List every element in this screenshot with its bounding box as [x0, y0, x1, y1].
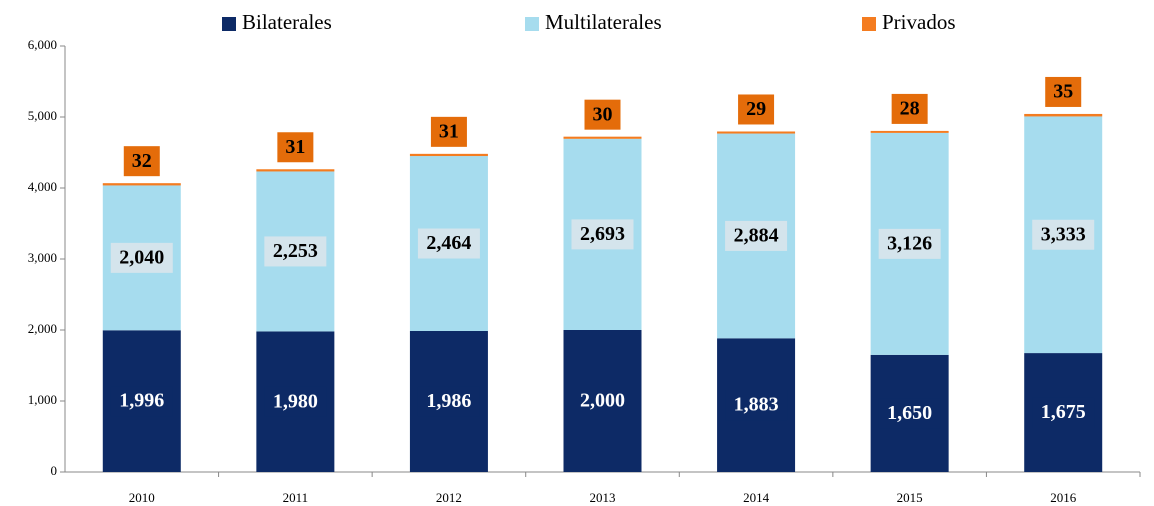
value-label: 1,675 — [1041, 401, 1086, 423]
value-label-bg — [1032, 397, 1095, 428]
value-label: 3,126 — [887, 232, 932, 254]
y-tick-label: 1,000 — [28, 392, 57, 407]
bar-segment — [102, 183, 181, 186]
value-label-bg — [1045, 76, 1082, 107]
value-label: 1,986 — [426, 390, 471, 412]
legend-swatch — [862, 17, 876, 31]
value-label-bg — [264, 236, 327, 267]
value-label: 3,333 — [1041, 223, 1086, 245]
x-tick-label: 2010 — [129, 490, 155, 505]
value-label-bg — [110, 386, 173, 417]
value-label-bg — [430, 116, 467, 147]
value-label: 2,693 — [580, 223, 625, 245]
value-label: 2,464 — [426, 232, 471, 254]
bar-segment — [717, 131, 796, 134]
value-label-bg — [738, 94, 775, 125]
legend-label: Bilaterales — [242, 10, 332, 34]
bar-segment — [563, 136, 642, 139]
y-tick-label: 0 — [51, 463, 58, 478]
value-label-bg — [571, 219, 634, 250]
legend-label: Privados — [882, 10, 956, 34]
value-label: 30 — [593, 103, 613, 125]
value-label-bg — [264, 386, 327, 417]
value-label: 2,884 — [734, 225, 779, 247]
x-tick-label: 2014 — [743, 490, 770, 505]
bar-segment — [409, 153, 488, 157]
value-label: 31 — [439, 120, 459, 142]
value-label: 29 — [746, 98, 766, 120]
value-label: 2,040 — [119, 246, 164, 268]
x-tick-label: 2011 — [283, 490, 309, 505]
value-label-bg — [725, 220, 788, 251]
value-label-bg — [417, 386, 480, 417]
legend-swatch — [222, 17, 236, 31]
value-label-bg — [584, 99, 621, 130]
value-label: 32 — [132, 150, 152, 172]
value-label: 2,253 — [273, 240, 318, 262]
x-tick-label: 2013 — [590, 490, 616, 505]
value-label-bg — [571, 386, 634, 416]
value-label: 1,980 — [273, 390, 318, 412]
value-label: 1,996 — [119, 390, 164, 412]
value-label: 28 — [900, 98, 920, 120]
value-label-bg — [878, 398, 941, 429]
legend-swatch — [525, 17, 539, 31]
y-tick-label: 5,000 — [28, 108, 57, 123]
x-tick-label: 2012 — [436, 490, 462, 505]
bar-segment — [870, 130, 949, 133]
y-tick-label: 6,000 — [28, 37, 57, 52]
value-label: 1,650 — [887, 402, 932, 424]
value-label: 31 — [285, 136, 305, 158]
value-label-bg — [277, 132, 314, 163]
x-tick-label: 2015 — [897, 490, 923, 505]
value-label: 2,000 — [580, 390, 625, 412]
value-label-bg — [417, 228, 480, 259]
value-label-bg — [725, 390, 788, 421]
y-tick-label: 2,000 — [28, 321, 57, 336]
value-label-bg — [123, 146, 160, 177]
legend-label: Multilaterales — [545, 10, 662, 34]
value-label-bg — [1032, 219, 1095, 250]
bar-segment — [1024, 113, 1103, 117]
bar-segment — [256, 169, 335, 172]
value-label: 1,883 — [734, 394, 779, 416]
y-tick-label: 4,000 — [28, 179, 57, 194]
x-tick-label: 2016 — [1050, 490, 1077, 505]
y-tick-label: 3,000 — [28, 250, 57, 265]
value-label-bg — [110, 242, 173, 273]
value-label-bg — [878, 228, 941, 259]
value-label: 35 — [1053, 81, 1073, 103]
value-label-bg — [891, 93, 928, 124]
